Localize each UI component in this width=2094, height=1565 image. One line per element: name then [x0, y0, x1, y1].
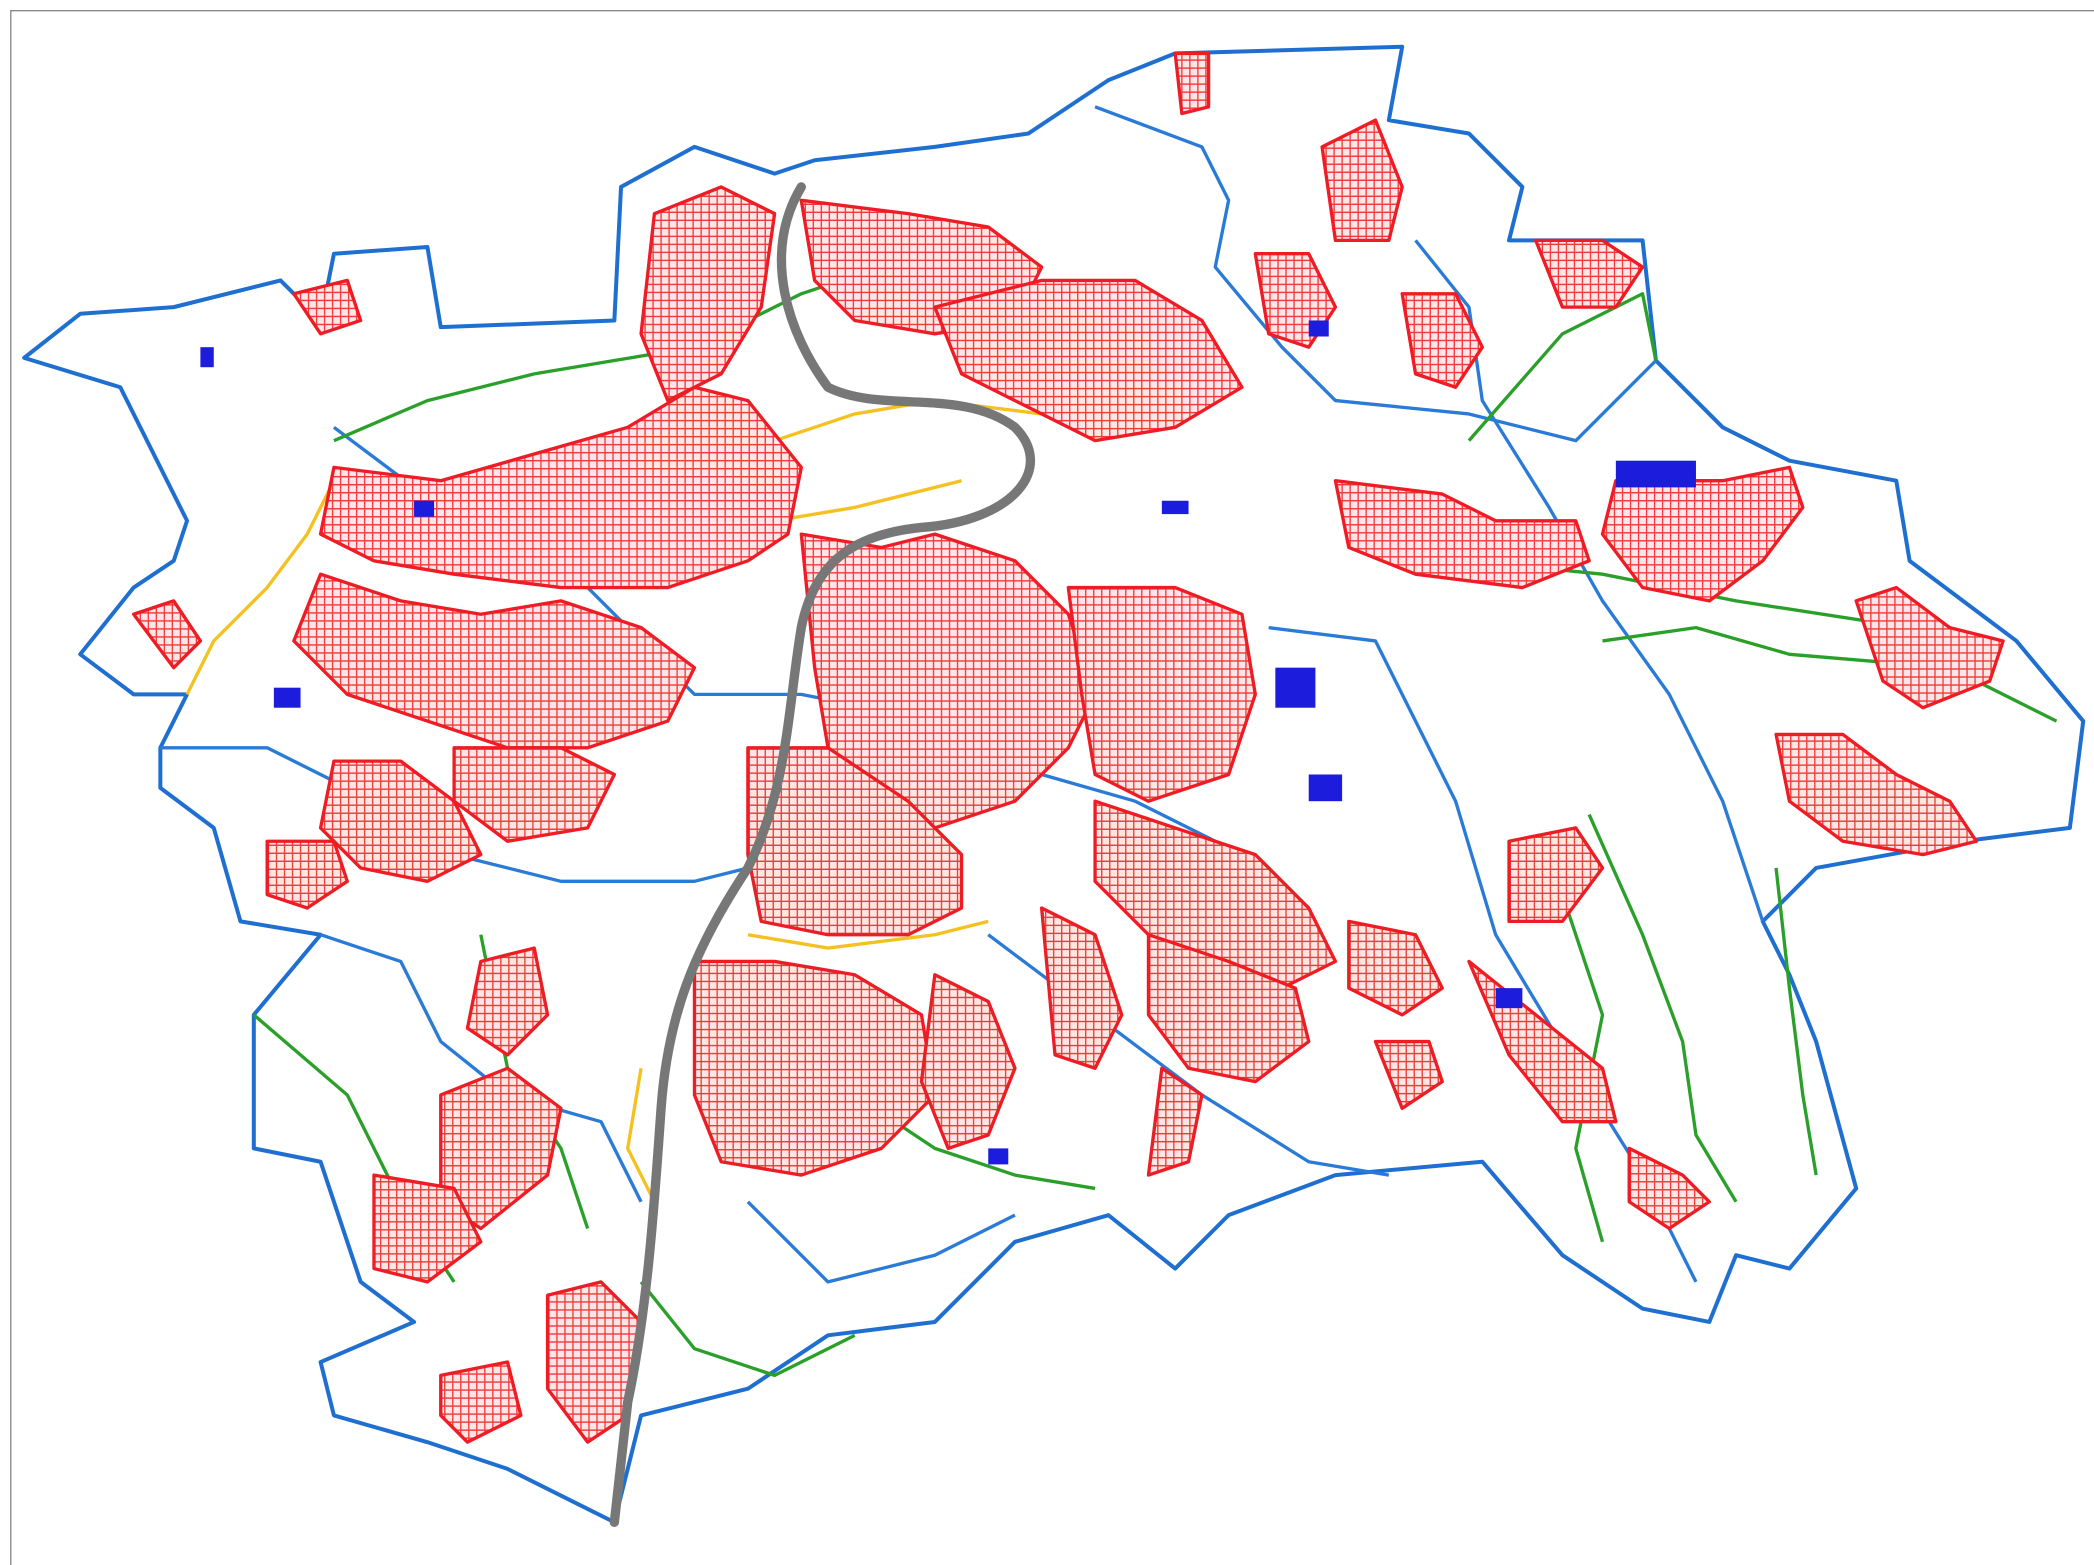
built-up-areas: [131, 51, 2005, 1444]
industrial-areas: [200, 320, 1696, 1165]
river: [609, 182, 1036, 1527]
frame: [10, 10, 2094, 1565]
city-boundary: [22, 44, 2086, 1525]
